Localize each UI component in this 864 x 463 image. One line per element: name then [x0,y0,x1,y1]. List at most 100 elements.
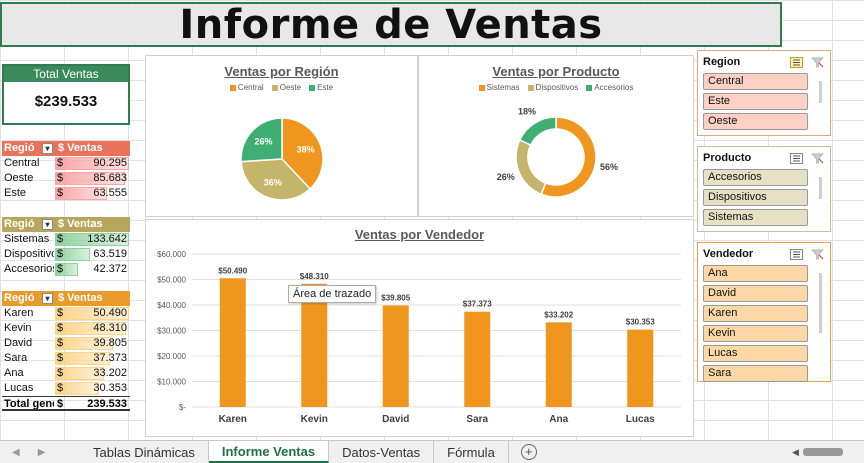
slicer-item-ana[interactable]: Ana [703,265,808,282]
currency-symbol: $ [57,233,64,245]
slicer-item-sara[interactable]: Sara [703,365,808,382]
next-sheet-icon[interactable]: ▶ [37,446,46,458]
multi-select-icon[interactable] [789,56,804,69]
slicer-scrollbar[interactable] [819,81,822,103]
pivot-value-cell: $33.202 [54,366,130,381]
slicer-item-lucas[interactable]: Lucas [703,345,808,362]
pivot-row-label: Ana [4,367,24,379]
chart-legend: Sistemas Dispositivos Accesorios [419,83,693,92]
slicer-title: Producto [703,152,752,164]
sheet-tab[interactable]: Informe Ventas [208,441,330,463]
plus-icon: + [520,444,537,460]
filter-dropdown-icon[interactable]: ▾ [42,219,53,230]
legend-entry: Oeste [271,83,301,92]
pivot-row-label: Este [4,187,27,199]
slicer-scrollbar[interactable] [819,177,822,199]
filter-dropdown-icon[interactable]: ▾ [42,293,53,304]
pivot-value-cell: $63.519 [54,247,130,262]
product-donut-chart[interactable]: Ventas por Producto Sistemas Dispositivos… [418,55,694,217]
total-sales-box[interactable]: Total Ventas $239.533 [2,64,130,125]
slicer-item-dispositivos[interactable]: Dispositivos [703,189,808,206]
x-tick-label: Lucas [626,414,655,425]
product-slicer[interactable]: Producto Accesorios Dispositivos Sistemas [697,146,831,232]
report-title-box[interactable]: Informe de Ventas [0,2,782,48]
total-sales-label: Total Ventas [4,66,128,82]
scroll-left-icon[interactable]: ◀ [792,446,799,457]
pie-plot[interactable]: 38% 36% 26% [146,106,417,216]
chart-title: Ventas por Vendedor [354,227,485,242]
pivot-row[interactable]: Lucas $30.353 [2,381,130,396]
pivot-row[interactable]: Karen $50.490 [2,306,130,321]
bar-plot-area[interactable]: $- $10.000 $20.000 $30.000 $40.000 $50.000 $60… [146,242,693,437]
slicer-item-kevin[interactable]: Kevin [703,325,808,342]
clear-filter-icon[interactable] [810,56,825,69]
y-tick-label: $20.000 [157,352,186,361]
bar-data-label: $50.490 [218,266,247,275]
pivot-row[interactable]: David $39.805 [2,336,130,351]
slicer-item-karen[interactable]: Karen [703,305,808,322]
pie-slice-central [281,117,324,190]
sheet-tab[interactable]: Datos-Ventas [329,441,435,463]
pivot-value-cell: $85.683 [54,171,130,186]
seller-slicer[interactable]: Vendedor Ana David Karen Kevin Lucas Sara [697,242,831,382]
x-tick-label: Ana [549,414,568,425]
slicer-item-central[interactable]: Central [703,73,808,90]
horizontal-scrollbar[interactable]: ◀ [792,441,864,463]
bar-sara [464,311,491,407]
currency-symbol: $ [57,157,64,169]
product-pivot-table[interactable]: Regió ▾ $ Ventas Sistemas $133.642 Disposit… [2,217,130,277]
slicer-item-david[interactable]: David [703,285,808,302]
pivot-value: 39.805 [93,337,127,349]
sheet-tab[interactable]: Fórmula [434,441,509,463]
bar-data-label: $37.373 [463,300,492,309]
pivot-total-value: 239.533 [87,398,127,410]
scrollbar-thumb[interactable] [802,448,843,456]
seller-bar-chart[interactable]: Ventas por Vendedor $- $10.000 $20.000 $30.… [145,219,694,437]
region-pie-chart[interactable]: Ventas por Región Central Oeste Este 38% 36… [145,55,418,217]
legend-entry: Dispositivos [527,83,578,92]
x-tick-label: David [382,414,409,425]
pivot-row[interactable]: Kevin $48.310 [2,321,130,336]
slicer-item-este[interactable]: Este [703,93,808,110]
currency-symbol: $ [57,263,64,275]
pivot-row[interactable]: Dispositivos$63.519 [2,247,130,262]
add-sheet-button[interactable]: + [509,441,549,463]
slicer-header: Region [698,51,830,73]
pivot-row[interactable]: Sistemas $133.642 [2,232,130,247]
multi-select-icon[interactable] [789,152,804,165]
bar-ana [545,322,572,407]
data-bar [55,367,104,380]
pivot-value: 50.490 [93,307,127,319]
pivot-row[interactable]: Ana $33.202 [2,366,130,381]
pivot-value: 48.310 [93,322,127,334]
y-tick-label: $50.000 [157,276,186,285]
multi-select-icon[interactable] [789,248,804,261]
y-tick-label: $40.000 [157,301,186,310]
slicer-icons [789,248,825,261]
plot-area-tooltip: Área de trazado [288,285,377,303]
clear-filter-icon[interactable] [810,152,825,165]
pivot-row[interactable]: Central $90.295 [2,156,130,171]
seller-pivot-table[interactable]: Regió ▾ $ Ventas Karen $50.490 Kevin $48.310… [2,291,130,411]
slicer-item-accesorios[interactable]: Accesorios [703,169,808,186]
pivot-row[interactable]: Oeste $85.683 [2,171,130,186]
pivot-rows: Central $90.295 Oeste $85.683 Este $63.555 [2,156,130,201]
region-slicer[interactable]: Region Central Este Oeste [697,50,831,136]
legend-entry: Este [309,83,333,92]
currency-symbol: $ [57,307,64,319]
pivot-header-row-label: Regió [4,292,35,304]
filter-dropdown-icon[interactable]: ▾ [42,143,53,154]
slicer-item-oeste[interactable]: Oeste [703,113,808,130]
clear-filter-icon[interactable] [810,248,825,261]
pivot-row[interactable]: Este $63.555 [2,186,130,201]
slicer-item-sistemas[interactable]: Sistemas [703,209,808,226]
pivot-row[interactable]: Sara $37.373 [2,351,130,366]
prev-sheet-icon[interactable]: ◀ [12,446,20,458]
sheet-tab[interactable]: Tablas Dinámicas [80,441,209,463]
pivot-row-label: Sara [4,352,28,364]
region-pivot-table[interactable]: Regió ▾ $ Ventas Central $90.295 Oeste $85.6… [2,141,130,201]
donut-plot[interactable]: 56% 26% 18% [419,106,693,216]
slicer-scrollbar[interactable] [819,273,822,333]
pivot-row[interactable]: Accesorios $42.372 [2,262,130,277]
x-tick-label: Karen [219,414,247,425]
